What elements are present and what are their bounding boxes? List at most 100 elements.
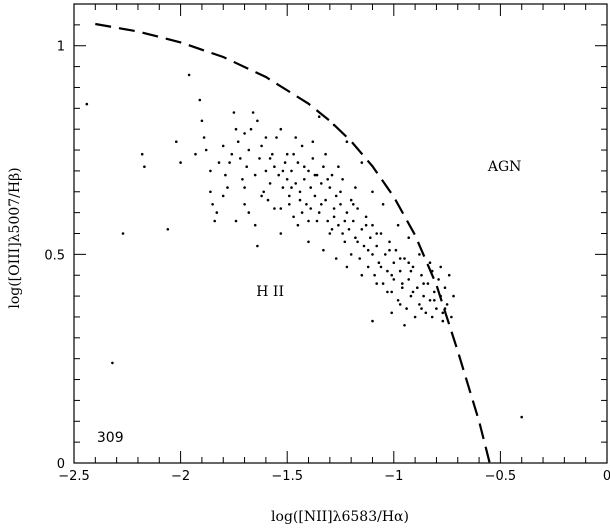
data-point [271, 152, 274, 156]
data-point [349, 198, 353, 202]
data-point [247, 211, 251, 214]
data-point [315, 219, 319, 223]
data-point [175, 140, 178, 143]
agn-region-label: AGN [487, 159, 522, 175]
data-point [298, 190, 302, 194]
data-point [445, 303, 449, 306]
data-points [85, 73, 523, 419]
data-point [234, 127, 238, 131]
data-point [213, 219, 216, 223]
y-tick-label: 0.5 [44, 248, 65, 263]
data-point [358, 257, 362, 260]
data-point [343, 219, 347, 223]
data-point [371, 319, 374, 323]
data-point [328, 232, 332, 235]
data-point [253, 173, 257, 177]
data-point [441, 319, 445, 323]
data-point [398, 257, 402, 260]
data-point [303, 165, 306, 168]
data-point [390, 273, 394, 277]
data-point [330, 173, 334, 177]
data-point [273, 207, 276, 210]
x-tick-label: −1 [384, 469, 403, 484]
data-point [281, 169, 285, 173]
data-point [386, 290, 389, 294]
data-point [260, 194, 263, 198]
data-point [349, 253, 353, 256]
data-point [279, 232, 283, 235]
data-point [420, 273, 423, 277]
data-point [285, 152, 289, 156]
data-point [437, 278, 440, 281]
data-point [379, 232, 383, 235]
data-point [317, 115, 321, 118]
data-point [339, 190, 342, 194]
data-point [294, 136, 298, 139]
data-point [366, 248, 370, 252]
data-point [264, 169, 268, 173]
data-point [390, 290, 394, 294]
data-point [247, 148, 251, 152]
data-point [215, 211, 219, 214]
data-point [401, 286, 404, 290]
data-point [198, 98, 202, 102]
data-point [268, 182, 272, 185]
axis-ticks [73, 3, 608, 464]
data-point [366, 265, 370, 269]
data-point [209, 169, 212, 173]
data-point [426, 282, 430, 285]
data-point [441, 311, 445, 315]
tick-labels: −2.5 −2 −1.5 −1 −0.5 0 0 0.5 1 [44, 40, 610, 484]
data-point [413, 315, 417, 319]
data-point [339, 203, 342, 206]
data-point [326, 219, 330, 223]
data-point [202, 136, 206, 139]
data-point [428, 299, 432, 302]
data-point [292, 152, 295, 156]
data-point [313, 194, 317, 198]
data-point [281, 186, 285, 189]
data-point [290, 169, 293, 173]
data-point [398, 303, 402, 306]
data-point [303, 178, 306, 181]
y-axis-label: log([OIII]λ5007/Hβ) [7, 167, 23, 308]
data-point [430, 315, 434, 319]
data-point [360, 228, 364, 231]
data-point [253, 223, 257, 227]
data-point [285, 178, 289, 181]
data-point [411, 290, 415, 294]
data-point [288, 203, 291, 206]
data-point [279, 127, 283, 131]
data-point [360, 273, 364, 277]
data-point [209, 190, 212, 194]
data-point [332, 215, 336, 219]
data-point [396, 299, 400, 302]
data-point [221, 194, 225, 198]
y-tick-label: 1 [57, 40, 65, 55]
data-point [375, 232, 379, 235]
plot-frame [73, 3, 608, 464]
data-point [320, 203, 323, 206]
data-point [345, 265, 349, 269]
agn-hii-boundary-curve [95, 22, 491, 464]
data-point [307, 169, 310, 173]
data-point [401, 282, 404, 285]
data-point [381, 203, 385, 206]
data-point [332, 207, 336, 210]
data-point [85, 102, 89, 106]
data-point [194, 152, 197, 156]
x-tick-label: −0.5 [485, 469, 517, 484]
data-point [345, 140, 349, 143]
boundary-dashed-line [95, 22, 491, 464]
data-point [407, 261, 411, 265]
data-point [249, 127, 253, 131]
data-point [111, 361, 114, 365]
data-point [224, 173, 227, 177]
data-point [439, 265, 443, 269]
data-point [296, 161, 300, 164]
data-point [356, 207, 359, 210]
x-tick-label: 0 [603, 469, 610, 484]
data-point [409, 269, 413, 273]
data-point [407, 278, 411, 281]
